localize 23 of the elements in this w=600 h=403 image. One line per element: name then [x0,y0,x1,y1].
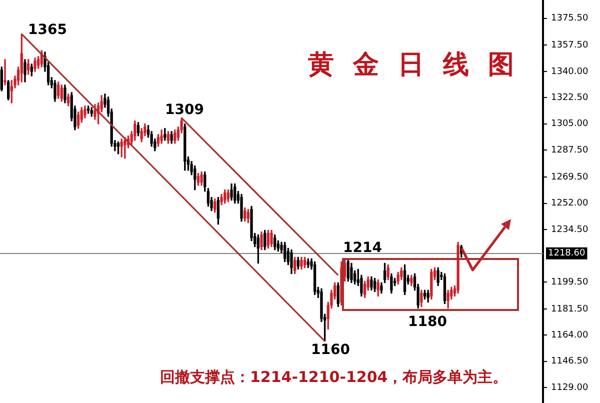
candlestick [4,59,6,86]
y-tick-label: 1305.00 [551,119,588,130]
y-tick-label: 1357.50 [551,40,588,51]
y-tick-label: 1375.50 [551,14,588,24]
y-tick-label: 1269.50 [551,172,588,182]
annotation: 1365 [28,22,67,38]
annotation: 回撤支撑点：1214-1210-1204，布局多单为主。 [160,368,508,386]
y-tick-label: 1287.50 [551,145,588,156]
annotation: 1309 [165,102,204,118]
y-tick-label: 1199.50 [551,277,588,288]
y-tick-label: 1322.50 [551,93,588,104]
ref-line-label: 1218.60 [548,248,586,259]
y-tick-label: 1164.00 [551,330,588,340]
annotation: 1180 [408,314,447,330]
text: 黄金日线图 [308,50,533,80]
y-tick-label: 1146.50 [551,356,588,367]
y-tick-label: 1252.00 [551,198,588,209]
y-tick-label: 1234.50 [551,224,588,235]
y-tick-label: 1340.00 [551,66,588,77]
y-tick-label: 1181.50 [551,304,588,314]
y-tick-label: 1129.00 [551,382,588,393]
annotation: 1214 [343,240,382,256]
annotation: 1160 [311,342,350,358]
